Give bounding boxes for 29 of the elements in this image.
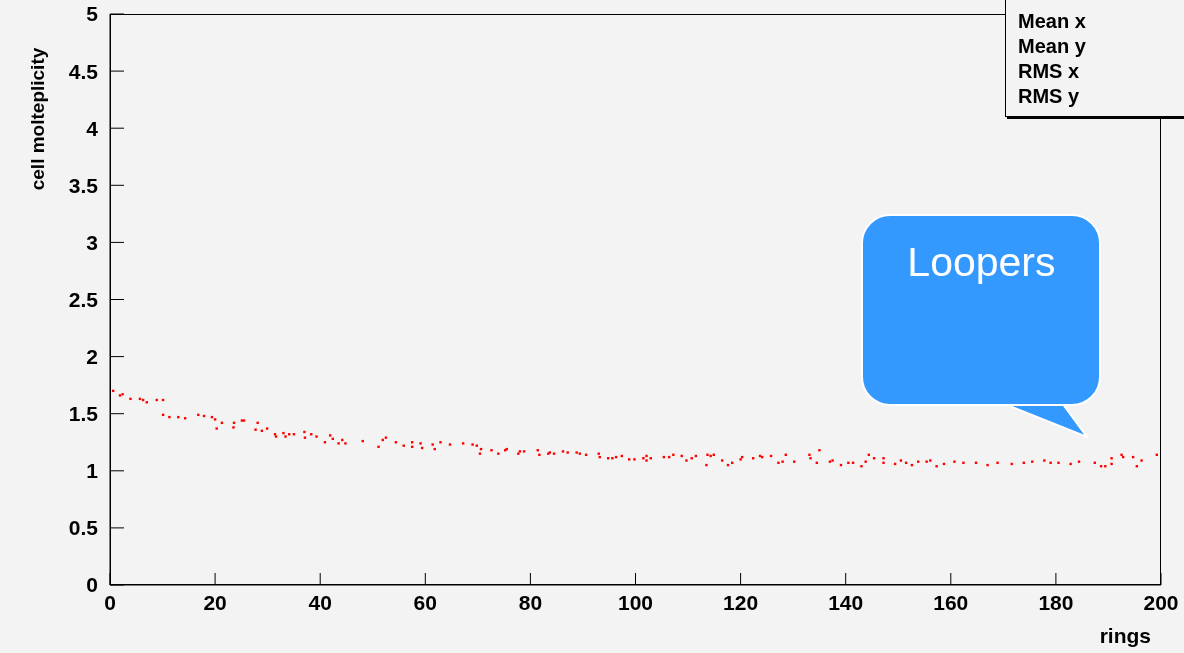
y-tick-label: 3 <box>86 230 98 254</box>
x-tick-label: 140 <box>828 590 864 614</box>
annotation: Loopers <box>906 238 1057 286</box>
x-tick-label: 60 <box>413 590 437 614</box>
y-tick-label: 0 <box>86 573 98 597</box>
y-tick-label: 1 <box>86 459 99 483</box>
y-tick-label: 4 <box>86 116 99 140</box>
x-tick-label: 20 <box>203 590 227 614</box>
x-tick-label: 120 <box>723 590 759 614</box>
annotation: Mean x <box>1018 9 1087 34</box>
y-axis-title: cell molteplicity <box>27 47 49 191</box>
y-tick-label: 2 <box>86 345 98 369</box>
x-tick-label: 160 <box>933 590 969 614</box>
y-tick-label: 3.5 <box>68 173 99 197</box>
annotation: RMS x <box>1018 59 1081 84</box>
annotation: RMS y <box>1018 84 1081 109</box>
annotation: Mean y <box>1018 34 1087 59</box>
y-tick-label: 2.5 <box>68 287 99 311</box>
x-tick-label: 180 <box>1038 590 1074 614</box>
x-tick-label: 0 <box>104 590 116 614</box>
x-axis-title: rings <box>1099 624 1151 647</box>
y-tick-label: 1.5 <box>68 402 99 426</box>
y-tick-label: 5 <box>86 2 99 26</box>
y-tick-label: 4.5 <box>68 59 99 83</box>
x-tick-label: 100 <box>617 590 654 614</box>
x-tick-label: 200 <box>1143 590 1179 614</box>
x-tick-label: 40 <box>308 590 332 614</box>
x-tick-label: 80 <box>518 590 543 614</box>
y-tick-label: 0.5 <box>68 516 99 540</box>
